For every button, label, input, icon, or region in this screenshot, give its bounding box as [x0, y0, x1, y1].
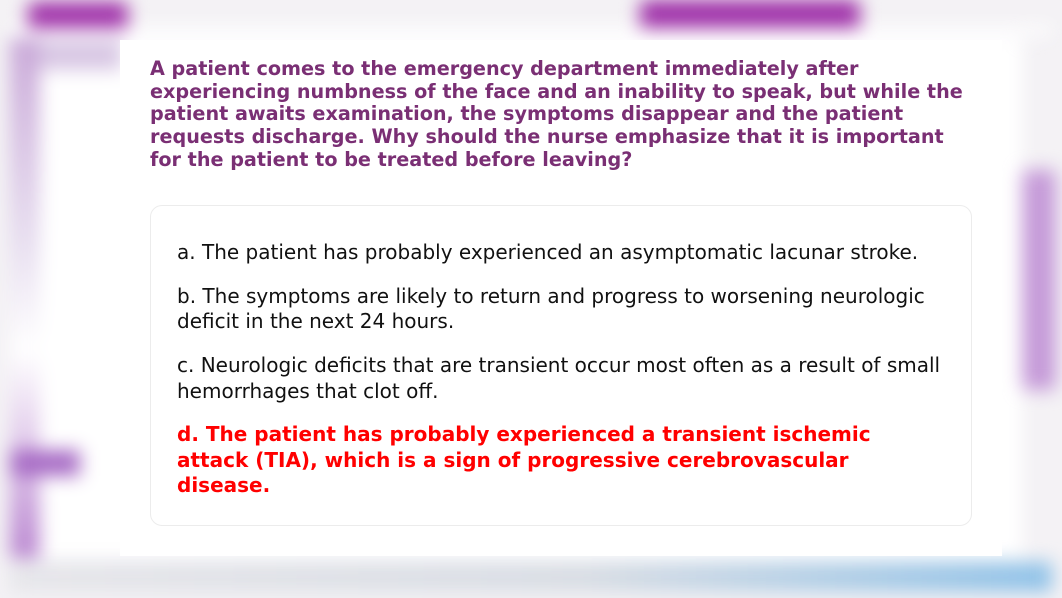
answer-label: c. [177, 353, 194, 377]
answer-text: The symptoms are likely to return and pr… [177, 284, 925, 334]
flashcard: A patient comes to the emergency departm… [120, 40, 1002, 556]
question-text: A patient comes to the emergency departm… [150, 58, 972, 171]
answer-text: The patient has probably experienced an … [202, 240, 918, 264]
answers-panel: a. The patient has probably experienced … [150, 205, 972, 526]
answer-label: d. [177, 422, 199, 446]
answer-text: Neurologic deficits that are transient o… [177, 353, 940, 403]
answer-label: b. [177, 284, 196, 308]
answer-text: The patient has probably experienced a t… [177, 422, 871, 497]
answer-option: a. The patient has probably experienced … [177, 240, 945, 266]
answer-option: b. The symptoms are likely to return and… [177, 284, 945, 335]
answer-label: a. [177, 240, 196, 264]
answer-option-correct: d. The patient has probably experienced … [177, 422, 945, 499]
answer-option: c. Neurologic deficits that are transien… [177, 353, 945, 404]
